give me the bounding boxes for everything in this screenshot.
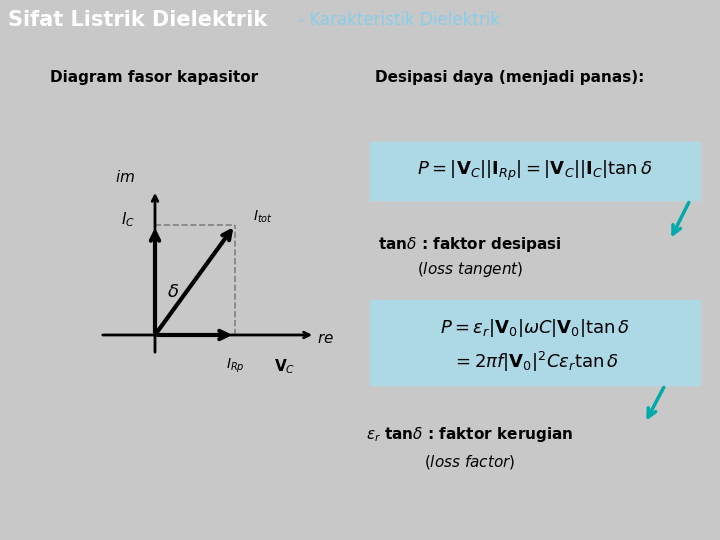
Text: ($\mathit{loss}$ $\mathit{factor}$): ($\mathit{loss}$ $\mathit{factor}$) — [424, 453, 516, 471]
Text: - Karakteristik Dielektrik: - Karakteristik Dielektrik — [293, 11, 500, 29]
Text: $\mathit{I}_{tot}$: $\mathit{I}_{tot}$ — [253, 209, 273, 225]
Text: tan$\delta$ : faktor desipasi: tan$\delta$ : faktor desipasi — [378, 235, 562, 254]
Text: $im$: $im$ — [115, 169, 135, 185]
Text: $\delta$: $\delta$ — [167, 283, 179, 301]
Text: $P = \varepsilon_r|\mathbf{V}_0|\omega C|\mathbf{V}_0|\tan\delta$: $P = \varepsilon_r|\mathbf{V}_0|\omega C… — [440, 317, 630, 339]
Text: $re$: $re$ — [317, 331, 333, 346]
Text: Sifat Listrik Dielektrik: Sifat Listrik Dielektrik — [8, 10, 267, 30]
Text: $= 2\pi f|\mathbf{V}_0|^2 C\varepsilon_r\tan\delta$: $= 2\pi f|\mathbf{V}_0|^2 C\varepsilon_r… — [451, 350, 618, 374]
Text: $\mathit{I}_C$: $\mathit{I}_C$ — [121, 211, 135, 229]
Text: Desipasi daya (menjadi panas):: Desipasi daya (menjadi panas): — [375, 70, 644, 85]
Text: $P = |\mathbf{V}_C||\mathbf{I}_{Rp}| = |\mathbf{V}_C||\mathbf{I}_C|\tan\delta$: $P = |\mathbf{V}_C||\mathbf{I}_{Rp}| = |… — [418, 159, 652, 183]
Text: $\mathbf{V}_C$: $\mathbf{V}_C$ — [274, 357, 296, 376]
Text: $\mathit{I}_{Rp}$: $\mathit{I}_{Rp}$ — [225, 357, 244, 375]
FancyBboxPatch shape — [370, 300, 700, 385]
Text: Diagram fasor kapasitor: Diagram fasor kapasitor — [50, 70, 258, 85]
Text: $\varepsilon_r$ tan$\delta$ : faktor kerugian: $\varepsilon_r$ tan$\delta$ : faktor ker… — [366, 426, 574, 444]
Text: ($\mathit{loss}$ $\mathit{tangent}$): ($\mathit{loss}$ $\mathit{tangent}$) — [417, 260, 523, 280]
FancyBboxPatch shape — [370, 142, 700, 200]
